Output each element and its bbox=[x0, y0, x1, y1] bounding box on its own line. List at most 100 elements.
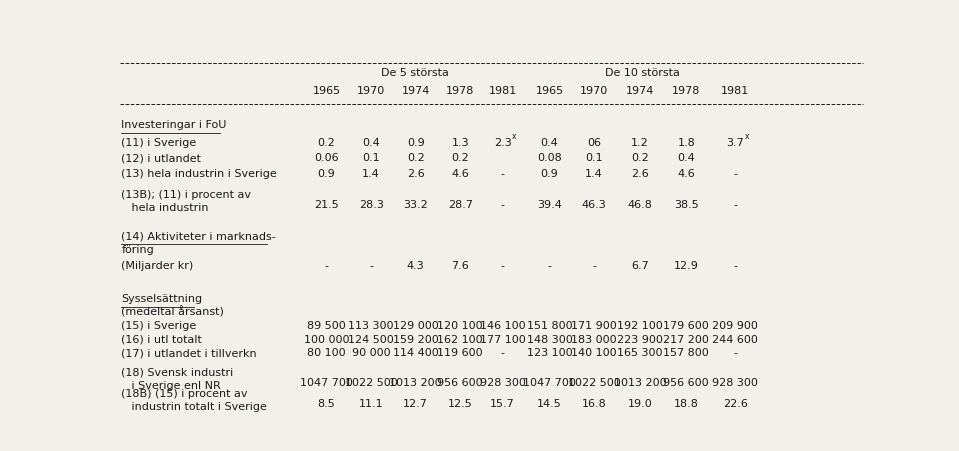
Text: 1022 500: 1022 500 bbox=[568, 378, 620, 388]
Text: 157 800: 157 800 bbox=[664, 349, 709, 359]
Text: (12) i utlandet: (12) i utlandet bbox=[122, 153, 201, 163]
Text: 1047 700: 1047 700 bbox=[523, 378, 576, 388]
Text: 1981: 1981 bbox=[721, 86, 749, 96]
Text: 22.6: 22.6 bbox=[723, 399, 748, 409]
Text: hela industrin: hela industrin bbox=[122, 203, 209, 213]
Text: 1981: 1981 bbox=[488, 86, 517, 96]
Text: 928 300: 928 300 bbox=[480, 378, 526, 388]
Text: 1965: 1965 bbox=[313, 86, 340, 96]
Text: 0.2: 0.2 bbox=[631, 153, 649, 163]
Text: (18) Svensk industri: (18) Svensk industri bbox=[122, 368, 234, 377]
Text: (medeltal årsanst): (medeltal årsanst) bbox=[122, 306, 224, 318]
Text: 90 000: 90 000 bbox=[352, 349, 390, 359]
Text: 0.1: 0.1 bbox=[363, 153, 380, 163]
Text: 0.08: 0.08 bbox=[537, 153, 562, 163]
Text: 0.4: 0.4 bbox=[541, 138, 558, 147]
Text: -: - bbox=[501, 349, 504, 359]
Text: 11.1: 11.1 bbox=[359, 399, 384, 409]
Text: 16.8: 16.8 bbox=[582, 399, 606, 409]
Text: i Sverige enl NR: i Sverige enl NR bbox=[122, 381, 222, 391]
Text: 209 900: 209 900 bbox=[713, 321, 759, 331]
Text: 1970: 1970 bbox=[357, 86, 386, 96]
Text: 1013 200: 1013 200 bbox=[614, 378, 667, 388]
Text: 4.6: 4.6 bbox=[677, 169, 695, 179]
Text: 38.5: 38.5 bbox=[674, 200, 698, 210]
Text: (11) i Sverige: (11) i Sverige bbox=[122, 138, 197, 147]
Text: 3.7: 3.7 bbox=[726, 138, 744, 147]
Text: 2.6: 2.6 bbox=[631, 169, 649, 179]
Text: 28.7: 28.7 bbox=[448, 200, 473, 210]
Text: -: - bbox=[734, 349, 737, 359]
Text: -: - bbox=[734, 200, 737, 210]
Text: -: - bbox=[324, 261, 329, 271]
Text: 1.4: 1.4 bbox=[363, 169, 380, 179]
Text: 2.3: 2.3 bbox=[494, 138, 511, 147]
Text: 124 500: 124 500 bbox=[348, 335, 394, 345]
Text: 1047 700: 1047 700 bbox=[300, 378, 353, 388]
Text: 956 600: 956 600 bbox=[664, 378, 709, 388]
Text: x: x bbox=[745, 132, 749, 141]
Text: 0.2: 0.2 bbox=[407, 153, 425, 163]
Text: föring: föring bbox=[122, 244, 154, 255]
Text: 177 100: 177 100 bbox=[480, 335, 526, 345]
Text: 1974: 1974 bbox=[626, 86, 654, 96]
Text: 6.7: 6.7 bbox=[631, 261, 649, 271]
Text: 39.4: 39.4 bbox=[537, 200, 562, 210]
Text: 0.2: 0.2 bbox=[452, 153, 469, 163]
Text: 12.5: 12.5 bbox=[448, 399, 473, 409]
Text: (15) i Sverige: (15) i Sverige bbox=[122, 321, 197, 331]
Text: 0.9: 0.9 bbox=[407, 138, 425, 147]
Text: 113 300: 113 300 bbox=[348, 321, 394, 331]
Text: 244 600: 244 600 bbox=[713, 335, 759, 345]
Text: industrin totalt i Sverige: industrin totalt i Sverige bbox=[122, 402, 268, 412]
Text: 1013 200: 1013 200 bbox=[389, 378, 442, 388]
Text: -: - bbox=[369, 261, 373, 271]
Text: 4.3: 4.3 bbox=[407, 261, 425, 271]
Text: 0.1: 0.1 bbox=[585, 153, 603, 163]
Text: 15.7: 15.7 bbox=[490, 399, 515, 409]
Text: 0.9: 0.9 bbox=[541, 169, 558, 179]
Text: 123 100: 123 100 bbox=[526, 349, 573, 359]
Text: 1970: 1970 bbox=[580, 86, 608, 96]
Text: De 5 största: De 5 största bbox=[381, 68, 449, 78]
Text: (17) i utlandet i tillverkn: (17) i utlandet i tillverkn bbox=[122, 349, 257, 359]
Text: 1.8: 1.8 bbox=[677, 138, 695, 147]
Text: (Miljarder kr): (Miljarder kr) bbox=[122, 261, 194, 271]
Text: 162 100: 162 100 bbox=[437, 335, 483, 345]
Text: 2.6: 2.6 bbox=[407, 169, 425, 179]
Text: (14) Aktiviteter i marknads-: (14) Aktiviteter i marknads- bbox=[122, 231, 276, 241]
Text: 7.6: 7.6 bbox=[452, 261, 469, 271]
Text: 19.0: 19.0 bbox=[628, 399, 652, 409]
Text: 179 600: 179 600 bbox=[664, 321, 709, 331]
Text: 1978: 1978 bbox=[672, 86, 700, 96]
Text: -: - bbox=[548, 261, 551, 271]
Text: 21.5: 21.5 bbox=[315, 200, 339, 210]
Text: 18.8: 18.8 bbox=[674, 399, 699, 409]
Text: 33.2: 33.2 bbox=[404, 200, 428, 210]
Text: -: - bbox=[501, 261, 504, 271]
Text: 1.2: 1.2 bbox=[631, 138, 649, 147]
Text: De 10 största: De 10 största bbox=[605, 68, 680, 78]
Text: 28.3: 28.3 bbox=[359, 200, 384, 210]
Text: 114 400: 114 400 bbox=[393, 349, 438, 359]
Text: 159 200: 159 200 bbox=[393, 335, 438, 345]
Text: -: - bbox=[734, 169, 737, 179]
Text: -: - bbox=[734, 261, 737, 271]
Text: 119 600: 119 600 bbox=[437, 349, 483, 359]
Text: 46.3: 46.3 bbox=[582, 200, 606, 210]
Text: 183 000: 183 000 bbox=[572, 335, 617, 345]
Text: (16) i utl totalt: (16) i utl totalt bbox=[122, 335, 202, 345]
Text: 100 000: 100 000 bbox=[304, 335, 349, 345]
Text: 0.4: 0.4 bbox=[363, 138, 380, 147]
Text: 1.3: 1.3 bbox=[452, 138, 469, 147]
Text: 120 100: 120 100 bbox=[437, 321, 483, 331]
Text: 192 100: 192 100 bbox=[618, 321, 663, 331]
Text: 14.5: 14.5 bbox=[537, 399, 562, 409]
Text: 223 900: 223 900 bbox=[618, 335, 663, 345]
Text: 148 300: 148 300 bbox=[526, 335, 573, 345]
Text: 0.4: 0.4 bbox=[677, 153, 695, 163]
Text: 1.4: 1.4 bbox=[585, 169, 603, 179]
Text: 89 500: 89 500 bbox=[307, 321, 346, 331]
Text: 129 000: 129 000 bbox=[393, 321, 438, 331]
Text: 165 300: 165 300 bbox=[618, 349, 663, 359]
